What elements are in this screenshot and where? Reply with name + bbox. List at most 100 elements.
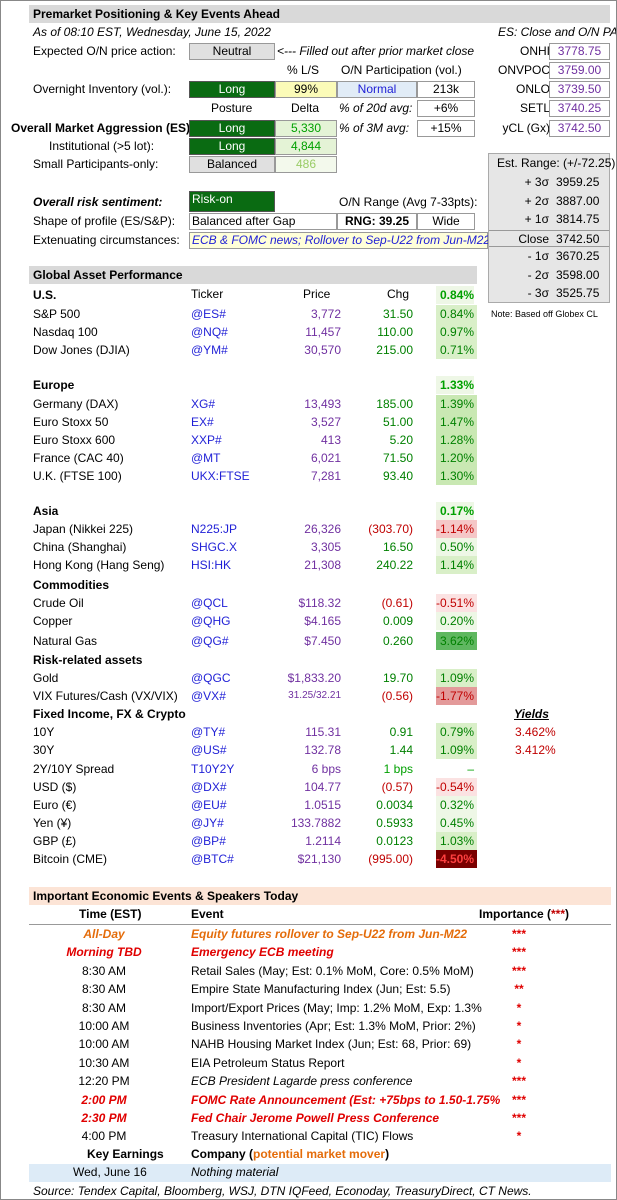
event-name: EIA Petroleum Status Report xyxy=(191,1055,345,1070)
profile-label: Shape of profile (ES/S&P): xyxy=(33,214,176,228)
asset-chg: (0.56) xyxy=(381,689,413,703)
asset-chg: 0.009 xyxy=(382,614,413,628)
asset-chg: 0.5933 xyxy=(376,816,413,830)
asset-chg: 5.20 xyxy=(389,433,413,447)
importance-label: Importance ( xyxy=(479,907,552,921)
event-row: 8:30 AM Import/Export Prices (May; Imp: 1… xyxy=(29,999,611,1017)
asset-chg: 31.50 xyxy=(382,307,413,321)
event-stars: *** xyxy=(511,945,526,960)
level-value: 3742.50 xyxy=(549,120,610,137)
earnings-date: Wed, June 16 xyxy=(73,1165,147,1179)
asset-name: Hong Kong (Hang Seng) xyxy=(33,558,165,572)
asset-row: Nasdaq 100 @NQ# 11,457 110.00 0.97% xyxy=(29,323,477,341)
asset-name: Gold xyxy=(33,671,59,685)
asset-name: 10Y xyxy=(33,725,55,739)
col-posture: Posture xyxy=(211,101,253,115)
event-name: Empire State Manufacturing Index (Jun; E… xyxy=(191,982,451,997)
event-name: Retail Sales (May; Est: 0.1% MoM, Core: … xyxy=(191,963,474,978)
source-line: Source: Tendex Capital, Bloomberg, WSJ, … xyxy=(33,1184,532,1198)
inventory-label: Overnight Inventory (vol.): xyxy=(33,82,172,96)
institutional-delta: 4,844 xyxy=(275,138,337,155)
asset-pct: 1.20% xyxy=(436,449,477,467)
asset-ticker: @US# xyxy=(191,743,227,757)
asset-chg: 0.0123 xyxy=(376,834,413,848)
event-stars: * xyxy=(516,1019,522,1033)
inventory-value: Long xyxy=(189,81,275,98)
event-time: 8:30 AM xyxy=(81,982,127,997)
event-time: 10:30 AM xyxy=(78,1055,130,1070)
asset-chg: 185.00 xyxy=(376,397,413,411)
asset-name: Euro Stoxx 600 xyxy=(33,433,116,447)
col-delta: Delta xyxy=(291,101,320,115)
est-range-row: - 2σ 3598.00 xyxy=(489,267,609,284)
participation-vol: 213k xyxy=(417,81,475,98)
asset-ticker: EX# xyxy=(191,415,214,429)
asset-section-header: Commodities xyxy=(29,576,477,594)
level-value: 3759.00 xyxy=(549,62,610,79)
est-range-title: Est. Range: (+/-72.25) xyxy=(497,156,616,170)
asset-ticker: XG# xyxy=(191,397,216,411)
asset-price: 6 bps xyxy=(311,762,341,776)
earnings-label: Key Earnings xyxy=(87,1147,164,1161)
col-ticker: Ticker xyxy=(191,287,224,301)
asset-ticker: @DX# xyxy=(191,780,227,794)
event-time: 8:30 AM xyxy=(81,1000,127,1015)
asset-row: VIX Futures/Cash (VX/VIX) @VX# 31.25/32.21… xyxy=(29,687,477,705)
asset-name: Germany (DAX) xyxy=(33,397,119,411)
event-row: 12:20 PM ECB President Lagarde press conf… xyxy=(29,1072,611,1090)
asset-ticker: @BP# xyxy=(191,834,226,848)
aggression-delta: 5,330 xyxy=(275,120,337,137)
asset-ticker: @QGC xyxy=(191,671,231,685)
asset-ticker: @MT xyxy=(191,451,221,465)
asset-name: GBP (£) xyxy=(33,834,77,848)
event-stars: * xyxy=(516,1037,522,1052)
asset-row: Euro (€) @EU# 1.0515 0.0034 0.32% xyxy=(29,796,477,814)
asset-ticker: UKX:FTSE xyxy=(191,469,250,483)
earnings-end: ) xyxy=(385,1147,390,1161)
asset-price: 7,281 xyxy=(310,469,341,483)
asset-pct: -1.14% xyxy=(436,520,477,538)
asset-row: Germany (DAX) XG# 13,493 185.00 1.39% xyxy=(29,395,477,413)
earnings-company-label: Company ( xyxy=(191,1147,254,1161)
small-label: Small Participants-only: xyxy=(33,157,159,171)
asset-pct: 1.09% xyxy=(436,741,477,759)
rng-value: RNG: 39.25 xyxy=(337,213,417,230)
asset-ticker: @QG# xyxy=(191,634,229,648)
asset-pct: -0.54% xyxy=(436,778,477,796)
importance-end: ) xyxy=(565,907,570,921)
event-name: Equity futures rollover to Sep-U22 from … xyxy=(191,927,468,941)
asset-price: 3,527 xyxy=(310,415,341,429)
asset-pct: 0.84% xyxy=(436,305,477,323)
level-row: ONVPOC 3759.00 xyxy=(488,62,610,79)
asset-name: Yen (¥) xyxy=(33,816,72,830)
asset-ticker: @QCL xyxy=(191,596,228,610)
event-time: 4:00 PM xyxy=(81,1129,127,1144)
on-range-label: O/N Range (Avg 7-33pts): xyxy=(339,195,478,209)
event-name: Treasury International Capital (TIC) Flo… xyxy=(191,1129,414,1144)
asset-section-name: Asia xyxy=(33,504,59,518)
asset-price: 13,493 xyxy=(304,397,341,411)
level-value: 3778.75 xyxy=(549,43,610,60)
asset-price: 132.78 xyxy=(304,743,341,757)
asset-chg: 71.50 xyxy=(382,451,413,465)
event-name: NAHB Housing Market Index (Jun; Est: 68,… xyxy=(191,1037,472,1052)
level-label: SETL xyxy=(519,101,550,115)
level-label: ONLO xyxy=(515,82,550,96)
asset-row: Japan (Nikkei 225) N225:JP 26,326 (303.70) -… xyxy=(29,520,477,538)
asset-row: Crude Oil @QCL $118.32 (0.61) -0.51% xyxy=(29,594,477,612)
event-stars: *** xyxy=(511,1092,526,1107)
asset-row: Hong Kong (Hang Seng) HSI:HK 21,308 240.22 1… xyxy=(29,556,477,574)
small-value: Balanced xyxy=(189,156,275,173)
asset-row: Copper @QHG $4.165 0.009 0.20% xyxy=(29,612,477,630)
asset-name: U.K. (FTSE 100) xyxy=(33,469,122,483)
asset-chg: (303.70) xyxy=(368,522,413,536)
asset-row: Yen (¥) @JY# 133.7882 0.5933 0.45% xyxy=(29,814,477,832)
asset-pct: 0.97% xyxy=(436,323,477,341)
event-time: 8:30 AM xyxy=(81,963,127,978)
level-label: ONHI xyxy=(520,44,550,58)
asset-name: Dow Jones (DJIA) xyxy=(33,343,130,357)
asset-row: France (CAC 40) @MT 6,021 71.50 1.20% xyxy=(29,449,477,467)
asset-section-name: Risk-related assets xyxy=(33,653,143,667)
asset-pct: 1.09% xyxy=(436,669,477,687)
